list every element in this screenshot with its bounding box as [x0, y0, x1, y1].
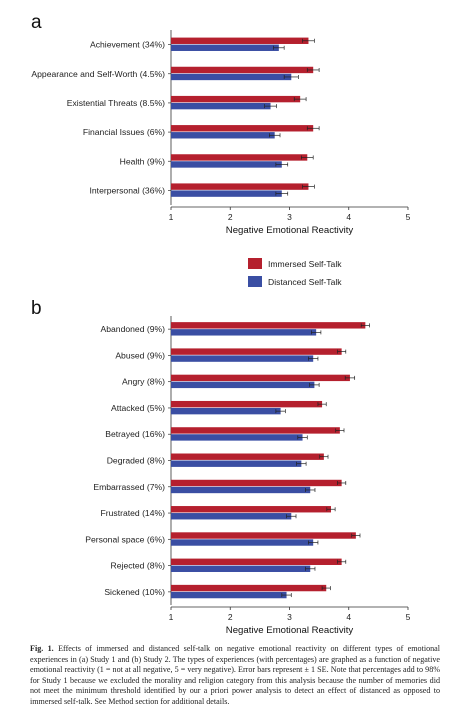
x-tick-label: 5: [406, 612, 411, 622]
legend-distanced-label: Distanced Self-Talk: [268, 277, 342, 287]
category-label: Health (9%): [120, 156, 166, 166]
bar-distanced: [171, 565, 311, 572]
bar-distanced: [171, 190, 282, 197]
figure-caption: Fig. 1. Effects of immersed and distance…: [30, 644, 440, 708]
x-tick-label: 1: [169, 212, 174, 222]
bar-immersed: [171, 37, 309, 44]
bar-distanced: [171, 434, 303, 441]
category-label: Embarrassed (7%): [93, 482, 165, 492]
x-tick-label: 2: [228, 212, 233, 222]
caption-label: Fig. 1.: [30, 644, 54, 653]
legend-immersed-swatch: [248, 258, 262, 269]
x-axis-title: Negative Emotional Reactivity: [226, 625, 354, 636]
bar-distanced: [171, 132, 275, 139]
bar-immersed: [171, 558, 342, 565]
bar-distanced: [171, 44, 279, 51]
bar-distanced: [171, 73, 292, 81]
x-tick-label: 3: [287, 212, 292, 222]
bar-distanced: [171, 460, 302, 467]
bar-immersed: [171, 154, 308, 161]
bar-immersed: [171, 506, 331, 513]
x-tick-label: 4: [346, 212, 351, 222]
category-label: Sickened (10%): [104, 587, 165, 597]
bar-distanced: [171, 407, 281, 415]
caption-text: Effects of immersed and distanced self-t…: [30, 644, 441, 706]
bar-immersed: [171, 400, 323, 408]
bar-distanced: [171, 486, 311, 494]
category-label: Personal space (6%): [85, 534, 165, 544]
bar-immersed: [171, 532, 356, 539]
category-label: Appearance and Self-Worth (4.5%): [31, 69, 165, 79]
bar-immersed: [171, 322, 366, 329]
x-tick-label: 4: [346, 612, 351, 622]
category-label: Abused (9%): [115, 350, 165, 360]
x-tick-label: 1: [169, 612, 174, 622]
bar-immersed: [171, 348, 342, 355]
panel-letter-a: a: [31, 12, 42, 33]
category-label: Attacked (5%): [111, 403, 165, 413]
bar-immersed: [171, 125, 314, 132]
bar-distanced: [171, 539, 314, 546]
bar-distanced: [171, 355, 314, 362]
bar-immersed: [171, 374, 350, 382]
bar-immersed: [171, 66, 314, 74]
bar-immersed: [171, 453, 324, 460]
panel-letter-b: b: [31, 298, 42, 319]
bar-distanced: [171, 381, 315, 389]
category-label: Frustrated (14%): [101, 508, 166, 518]
bar-immersed: [171, 183, 309, 190]
category-label: Existential Threats (8.5%): [67, 98, 165, 108]
category-label: Achievement (34%): [90, 40, 165, 50]
bar-distanced: [171, 329, 317, 336]
x-tick-label: 5: [406, 212, 411, 222]
x-axis-title: Negative Emotional Reactivity: [226, 225, 354, 236]
x-tick-label: 2: [228, 612, 233, 622]
bar-immersed: [171, 427, 340, 434]
category-label: Betrayed (16%): [105, 429, 165, 439]
bar-immersed: [171, 584, 327, 592]
bar-distanced: [171, 591, 287, 599]
category-label: Abandoned (9%): [101, 324, 166, 334]
bar-immersed: [171, 95, 301, 103]
category-label: Interpersonal (36%): [90, 185, 166, 195]
x-tick-label: 3: [287, 612, 292, 622]
category-label: Degraded (8%): [107, 456, 165, 466]
category-label: Financial Issues (6%): [83, 127, 165, 137]
bar-distanced: [171, 102, 271, 110]
legend-immersed-label: Immersed Self-Talk: [268, 259, 342, 269]
category-label: Angry (8%): [122, 377, 165, 387]
legend-distanced-swatch: [248, 276, 262, 287]
bar-immersed: [171, 479, 342, 487]
figure-canvas: a Achievement (34%) Appearance and Self-Wo…: [31, 12, 411, 636]
bar-distanced: [171, 513, 292, 520]
category-label: Rejected (8%): [111, 561, 166, 571]
bar-distanced: [171, 161, 282, 168]
